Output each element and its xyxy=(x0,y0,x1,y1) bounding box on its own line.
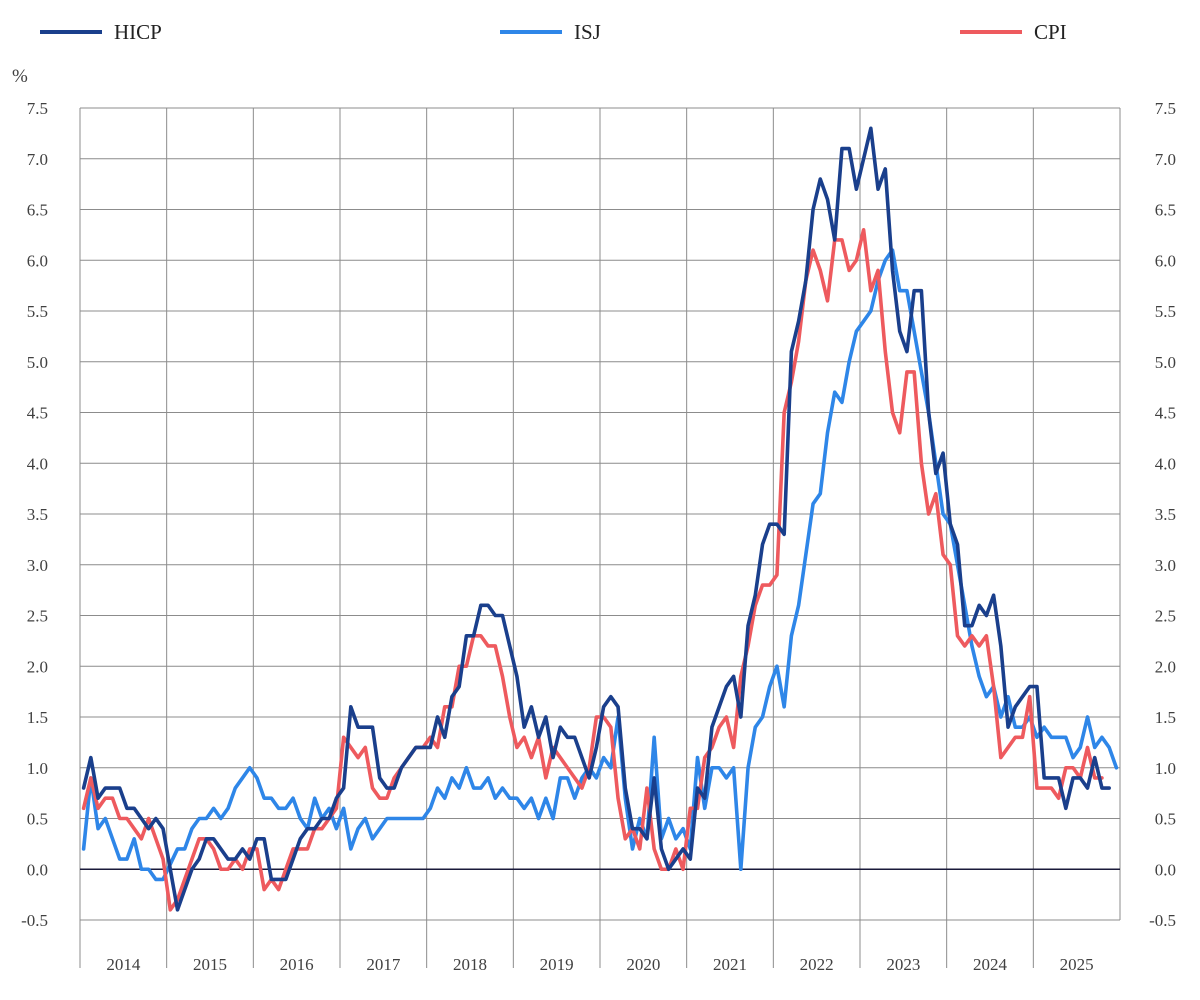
y-tick-label-right: 6.5 xyxy=(1155,201,1176,220)
y-tick-label-right: 1.5 xyxy=(1155,708,1176,727)
y-tick-label-left: 2.0 xyxy=(27,657,48,676)
y-tick-label-right: 0.0 xyxy=(1155,860,1176,879)
series-line-isj xyxy=(81,248,1119,882)
x-tick-label: 2014 xyxy=(106,955,141,974)
x-tick-label: 2019 xyxy=(540,955,574,974)
y-tick-label-right: 3.0 xyxy=(1155,556,1176,575)
x-tick-label: 2017 xyxy=(366,955,401,974)
x-axis: 2014 2015 2016 2017 2018 2019 2020 2021 2022 2023… xyxy=(106,955,1093,974)
y-tick-label-left: 6.0 xyxy=(27,251,48,270)
y-tick-label-right: 2.5 xyxy=(1155,607,1176,626)
x-tick-label: 2016 xyxy=(280,955,314,974)
y-tick-label-left: 7.5 xyxy=(27,99,48,118)
y-tick-label-left: 6.5 xyxy=(27,201,48,220)
y-tick-label-right: 5.5 xyxy=(1155,302,1176,321)
y-tick-label-right: 4.0 xyxy=(1155,454,1176,473)
y-tick-label-left: 4.0 xyxy=(27,454,48,473)
y-tick-label-left: 4.5 xyxy=(27,404,48,423)
y-axis-right: 7.5 7.0 6.5 6.0 5.5 5.0 4.5 4.0 3.5 3.0 2.5 2.0 1.5 1… xyxy=(1149,99,1176,930)
y-tick-label-left: 1.5 xyxy=(27,708,48,727)
y-tick-label-left: 1.0 xyxy=(27,759,48,778)
x-tick-label: 2018 xyxy=(453,955,487,974)
y-tick-label-right: 7.0 xyxy=(1155,150,1176,169)
legend-label-isj: ISJ xyxy=(574,20,601,44)
legend-label-cpi: CPI xyxy=(1034,20,1067,44)
series-line-cpi xyxy=(81,228,1104,912)
y-tick-label-left: 0.5 xyxy=(27,810,48,829)
x-tick-label: 2024 xyxy=(973,955,1008,974)
y-tick-label-right: -0.5 xyxy=(1149,911,1176,930)
y-tick-label-left: 2.5 xyxy=(27,607,48,626)
y-tick-label-right: 1.0 xyxy=(1155,759,1176,778)
y-tick-label-left: 3.5 xyxy=(27,505,48,524)
y-tick-label-left: -0.5 xyxy=(21,911,48,930)
y-tick-label-left: 5.5 xyxy=(27,302,48,321)
y-tick-label-left: 5.0 xyxy=(27,353,48,372)
chart-series xyxy=(81,126,1119,912)
year-dividers xyxy=(166,108,1034,968)
x-tick-label: 2020 xyxy=(626,955,660,974)
y-tick-label-right: 5.0 xyxy=(1155,353,1176,372)
x-tick-label: 2021 xyxy=(713,955,747,974)
y-tick-label-right: 7.5 xyxy=(1155,99,1176,118)
chart-legend: HICP ISJ CPI xyxy=(40,20,1067,44)
x-tick-label: 2025 xyxy=(1060,955,1094,974)
y-tick-label-right: 0.5 xyxy=(1155,810,1176,829)
series-line-hicp xyxy=(81,126,1111,912)
y-tick-label-right: 6.0 xyxy=(1155,251,1176,270)
x-tick-label: 2015 xyxy=(193,955,227,974)
y-axis-unit-label: % xyxy=(12,66,28,87)
y-tick-label-left: 7.0 xyxy=(27,150,48,169)
y-tick-label-left: 0.0 xyxy=(27,860,48,879)
y-tick-label-right: 2.0 xyxy=(1155,657,1176,676)
x-tick-label: 2023 xyxy=(886,955,920,974)
y-tick-label-right: 4.5 xyxy=(1155,404,1176,423)
legend-label-hicp: HICP xyxy=(114,20,162,44)
x-tick-label: 2022 xyxy=(800,955,834,974)
y-axis-left: 7.5 7.0 6.5 6.0 5.5 5.0 4.5 4.0 3.5 3.0 2.5 2.0 1.5 1… xyxy=(21,99,48,930)
y-tick-label-left: 3.0 xyxy=(27,556,48,575)
y-tick-label-right: 3.5 xyxy=(1155,505,1176,524)
